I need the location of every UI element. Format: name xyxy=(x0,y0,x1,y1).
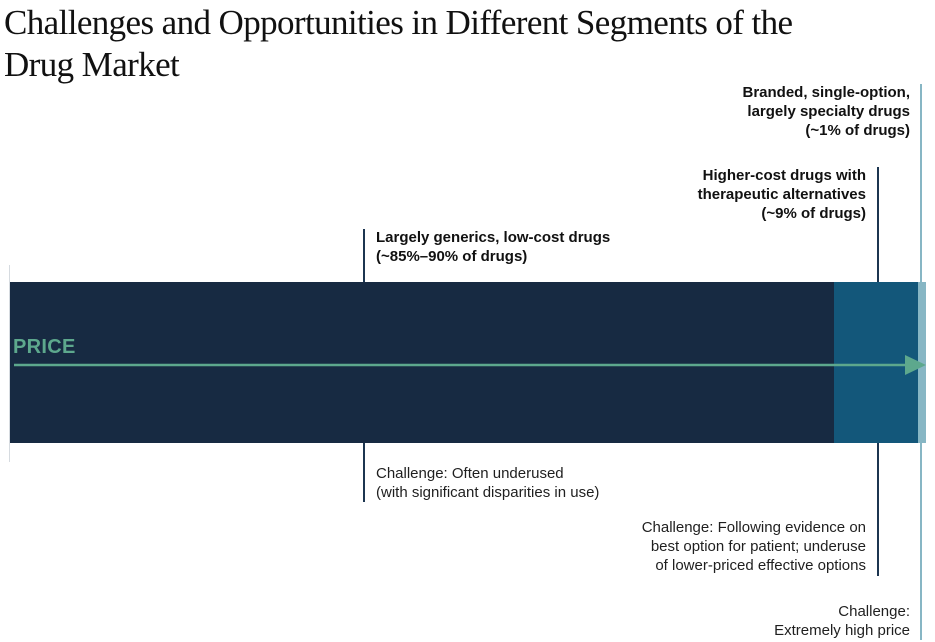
generics-leader-line-bottom xyxy=(363,442,365,502)
specialty-challenge-line-2: Extremely high price xyxy=(774,622,910,639)
specialty-segment-label: Branded, single-option, largely specialt… xyxy=(743,83,911,140)
page-title: Challenges and Opportunities in Differen… xyxy=(4,3,793,84)
generics-share: (~85%–90% of drugs) xyxy=(376,248,528,265)
generics-leader-line-top xyxy=(363,229,365,284)
higher-cost-share: (~9% of drugs) xyxy=(761,205,866,222)
higher-cost-challenge: Challenge: Following evidence on best op… xyxy=(642,518,866,575)
higher-cost-challenge-line-2: best option for patient; underuse xyxy=(650,538,866,555)
axis-left-tick xyxy=(9,265,10,462)
specialty-share: (~1% of drugs) xyxy=(805,122,910,139)
higher-cost-segment-bar xyxy=(834,282,918,443)
generics-challenge-line-1: Challenge: Often underused xyxy=(376,465,564,482)
generics-segment-bar xyxy=(10,282,834,443)
higher-cost-leader-line-top xyxy=(877,167,879,284)
generics-challenge: Challenge: Often underused (with signifi… xyxy=(376,464,599,502)
higher-cost-label-line-2: therapeutic alternatives xyxy=(697,186,866,203)
higher-cost-leader-line-bottom xyxy=(877,442,879,576)
price-label: PRICE xyxy=(13,336,76,358)
higher-cost-label-line-1: Higher-cost drugs with xyxy=(702,167,866,184)
higher-cost-challenge-line-3: of lower-priced effective options xyxy=(655,557,866,574)
generics-label-line-1: Largely generics, low-cost drugs xyxy=(376,229,611,246)
generics-challenge-line-2: (with significant disparities in use) xyxy=(376,484,600,501)
specialty-segment-bar xyxy=(918,282,926,443)
specialty-label-line-1: Branded, single-option, xyxy=(742,84,911,101)
generics-segment-label: Largely generics, low-cost drugs (~85%–9… xyxy=(376,228,610,266)
specialty-challenge-line-1: Challenge: xyxy=(838,603,910,620)
higher-cost-segment-label: Higher-cost drugs with therapeutic alter… xyxy=(698,166,866,223)
specialty-label-line-2: largely specialty drugs xyxy=(747,103,910,120)
price-arrow xyxy=(14,355,926,375)
higher-cost-challenge-line-1: Challenge: Following evidence on xyxy=(641,519,866,536)
specialty-challenge: Challenge: Extremely high price xyxy=(774,602,910,640)
price-arrowhead-icon xyxy=(905,355,926,375)
